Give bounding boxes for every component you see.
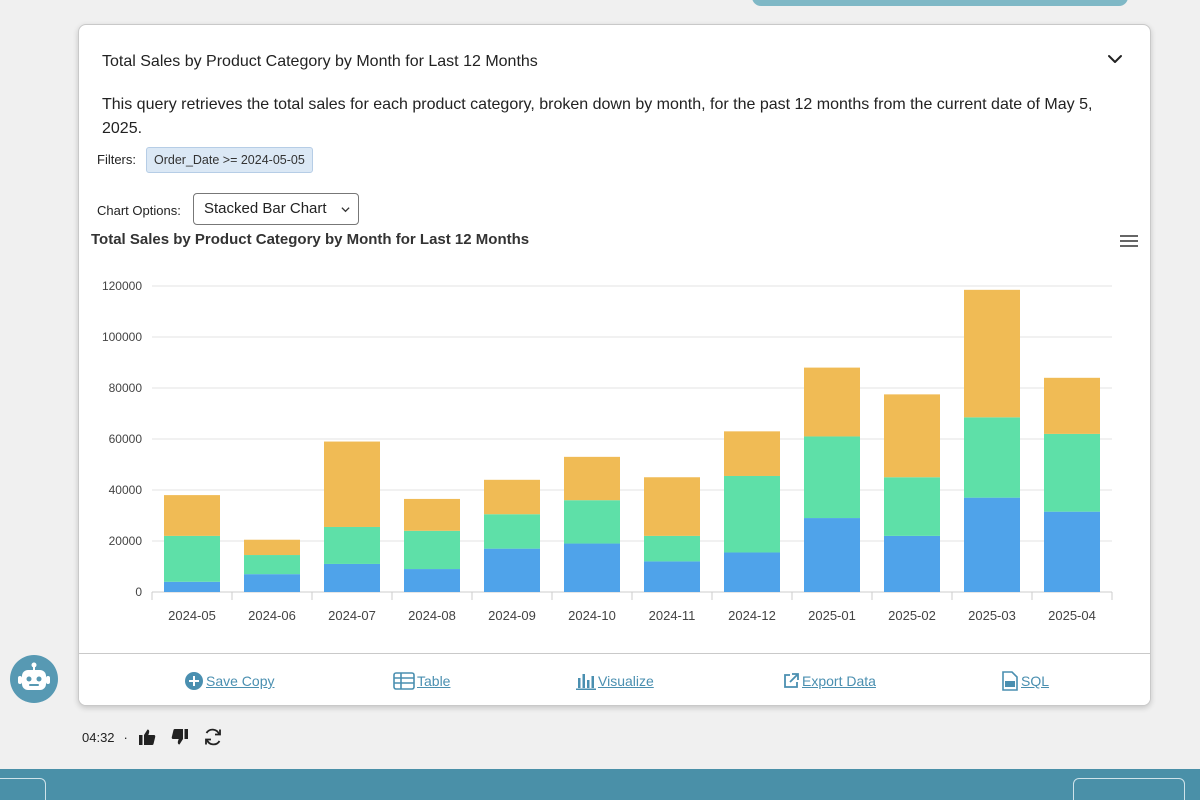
bar-segment — [884, 477, 940, 536]
bar-segment — [164, 581, 220, 592]
x-tick-label: 2025-03 — [968, 608, 1016, 623]
meta-separator: · — [123, 729, 128, 745]
y-tick-label: 80000 — [109, 381, 143, 395]
sql-file-icon — [1002, 671, 1018, 691]
chart-type-select-value: Stacked Bar Chart — [204, 200, 327, 217]
x-tick-label: 2024-10 — [568, 608, 616, 623]
x-tick-label: 2025-04 — [1048, 608, 1096, 623]
chart-type-select[interactable]: Stacked Bar Chart — [193, 193, 359, 225]
hamburger-menu-icon[interactable] — [1119, 233, 1139, 249]
y-tick-label: 100000 — [102, 330, 142, 344]
attach-button[interactable] — [0, 778, 46, 800]
bar-segment — [324, 526, 380, 564]
bar-segment — [884, 394, 940, 478]
bar-segment — [244, 574, 300, 592]
bar-segment — [724, 431, 780, 476]
robot-icon — [18, 662, 50, 690]
bot-avatar — [10, 655, 58, 703]
bar-segment — [804, 367, 860, 437]
bar-segment — [644, 561, 700, 592]
bar-segment — [324, 563, 380, 592]
bar-segment — [644, 535, 700, 562]
query-result-card: Total Sales by Product Category by Month… — [78, 24, 1151, 706]
y-tick-label: 0 — [135, 585, 142, 599]
save-copy-label: Save Copy — [206, 673, 275, 689]
query-description: This query retrieves the total sales for… — [102, 96, 1093, 137]
bottom-input-bar — [0, 769, 1200, 800]
message-meta: 04:32 · — [82, 726, 236, 748]
bar-segment — [724, 475, 780, 553]
filter-chip: Order_Date >= 2024-05-05 — [146, 147, 313, 173]
plus-circle-icon — [185, 672, 203, 690]
bar-segment — [564, 500, 620, 544]
chevron-down-icon — [341, 207, 350, 213]
bar-segment — [804, 436, 860, 519]
chart-options-label: Chart Options: — [97, 203, 181, 218]
bar-segment — [1044, 511, 1100, 592]
x-tick-label: 2025-01 — [808, 608, 856, 623]
bar-segment — [404, 569, 460, 592]
bar-segment — [484, 514, 540, 549]
bar-segment — [964, 497, 1020, 592]
stacked-bar-chart: 0 20000 40000 60000 80000 100000 120000 2024-05… — [102, 279, 1113, 623]
x-tick-label: 2024-12 — [728, 608, 776, 623]
bar-segment — [404, 530, 460, 570]
bar-segment — [164, 495, 220, 536]
export-data-button[interactable]: Export Data — [782, 670, 876, 692]
table-icon — [393, 672, 415, 690]
y-tick-label: 20000 — [109, 534, 143, 548]
y-tick-label: 60000 — [109, 432, 143, 446]
table-label: Table — [417, 673, 451, 689]
bar-segment — [724, 552, 780, 592]
sql-label: SQL — [1021, 673, 1050, 689]
bar-chart-icon — [576, 674, 596, 690]
thumbs-up-icon[interactable] — [137, 727, 157, 747]
bar-segment — [244, 539, 300, 556]
x-tick-label: 2024-09 — [488, 608, 536, 623]
y-tick-label: 120000 — [102, 279, 142, 293]
x-tick-label: 2024-07 — [328, 608, 376, 623]
x-tick-label: 2024-08 — [408, 608, 456, 623]
y-tick-label: 40000 — [109, 483, 143, 497]
bar-segment — [644, 477, 700, 536]
chart-title: Total Sales by Product Category by Month… — [91, 231, 530, 248]
bar-segment — [964, 289, 1020, 418]
x-tick-label: 2025-02 — [888, 608, 936, 623]
filters-label: Filters: — [97, 152, 136, 167]
save-copy-button[interactable]: Save Copy — [184, 670, 274, 692]
export-data-label: Export Data — [802, 673, 876, 689]
x-tick-label: 2024-05 — [168, 608, 216, 623]
bar-segment — [964, 417, 1020, 498]
bar-segment — [884, 535, 940, 592]
chevron-down-icon[interactable] — [1105, 49, 1125, 69]
bar-segment — [1044, 377, 1100, 434]
refresh-icon[interactable] — [203, 727, 223, 747]
bar-segment — [1044, 433, 1100, 512]
visualize-button[interactable]: Visualize — [576, 670, 654, 692]
message-time: 04:32 — [82, 729, 115, 745]
x-tick-label: 2024-06 — [248, 608, 296, 623]
table-button[interactable]: Table — [393, 670, 450, 692]
card-title: Total Sales by Product Category by Month… — [102, 53, 538, 70]
visualize-label: Visualize — [598, 673, 654, 689]
x-tick-label: 2024-11 — [649, 608, 696, 623]
bar-segment — [564, 543, 620, 592]
sql-button[interactable]: SQL — [1001, 670, 1049, 692]
thumbs-down-icon[interactable] — [170, 727, 190, 747]
send-button-edge[interactable] — [752, 0, 1128, 6]
bar-segment — [404, 498, 460, 531]
bar-segment — [324, 441, 380, 527]
bar-segment — [564, 456, 620, 501]
bar-segment — [484, 479, 540, 515]
external-link-icon — [784, 673, 799, 688]
send-button[interactable] — [1073, 778, 1185, 800]
bar-segment — [804, 518, 860, 592]
bar-segment — [484, 548, 540, 592]
bar-segment — [164, 535, 220, 582]
card-footer: Save Copy Table Visualize Export Data SQ… — [79, 653, 1150, 705]
bar-segment — [244, 555, 300, 575]
